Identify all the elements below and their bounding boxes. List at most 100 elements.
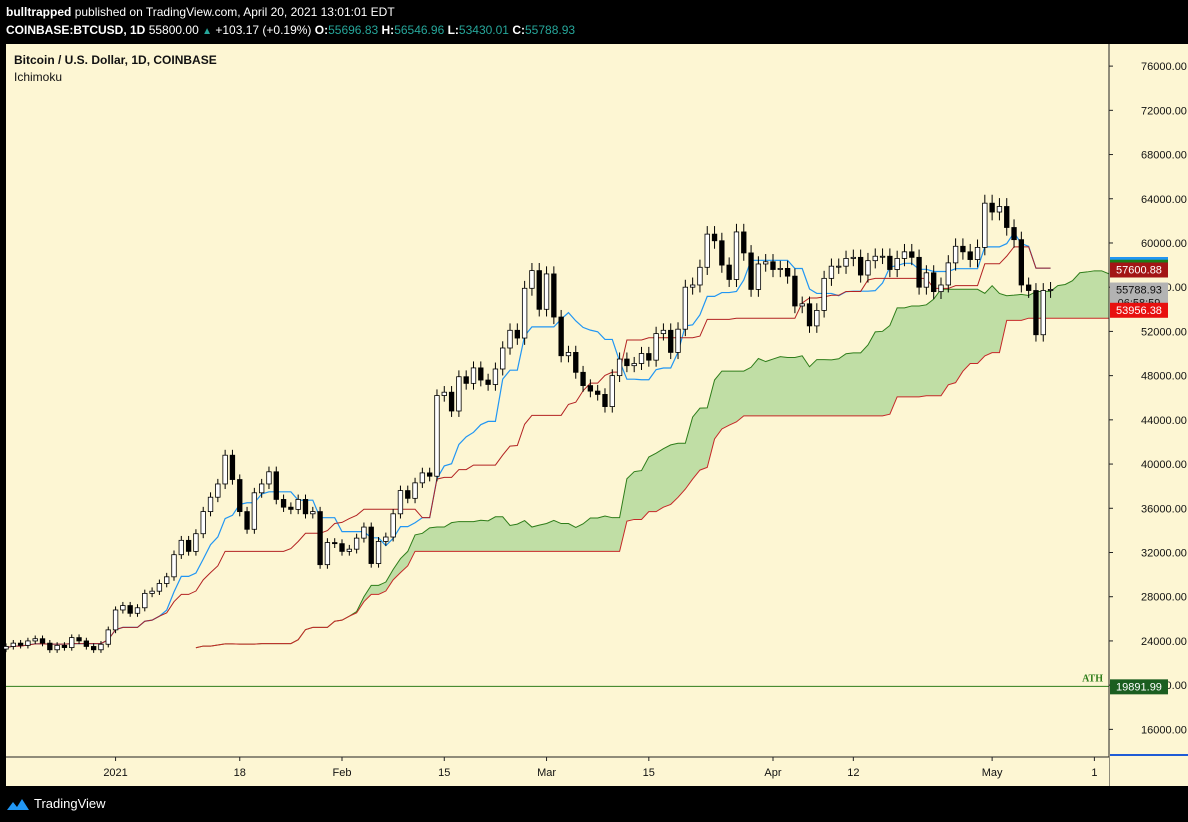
candle	[427, 467, 433, 482]
candle	[843, 250, 849, 274]
candle	[397, 485, 404, 519]
symbol-quote: COINBASE:BTCUSD, 1D 55800.00 ▲ +103.17 (…	[6, 23, 575, 37]
tradingview-logo-icon[interactable]	[6, 796, 30, 812]
candle	[675, 322, 681, 360]
candle-body	[857, 256, 864, 276]
candle-body	[638, 353, 645, 364]
candle-body	[324, 542, 331, 566]
candle-body	[741, 231, 747, 254]
publish-header: bulltrapped published on TradingView.com…	[0, 0, 1188, 44]
candle	[865, 252, 871, 283]
candle-body	[879, 255, 886, 258]
price-chart[interactable]: ATH 16000.0020000.0024000.0028000.003200…	[0, 44, 1188, 786]
candle-body	[872, 255, 878, 262]
candle	[646, 346, 652, 367]
candle	[47, 639, 53, 653]
ath-price-tag: 19891.99	[1110, 679, 1168, 695]
candle	[616, 352, 623, 382]
candle-body	[543, 273, 550, 310]
cloud-fill	[195, 255, 1188, 648]
last-price-label: 55788.93	[1116, 285, 1162, 297]
candle-body	[361, 526, 367, 539]
x-tick-label: Feb	[333, 767, 352, 779]
y-tick-label: 32000.00	[1141, 547, 1187, 559]
author-name[interactable]: bulltrapped	[6, 5, 72, 19]
candle	[90, 643, 97, 653]
candle-body	[215, 483, 221, 498]
candle-body	[828, 265, 835, 279]
candle	[1040, 283, 1046, 342]
candle	[521, 280, 528, 345]
candle-body	[529, 270, 535, 289]
candle	[529, 262, 535, 296]
candle-body	[587, 385, 594, 392]
price-axis-panel[interactable]	[1109, 44, 1188, 786]
conversion-line	[5, 231, 1051, 649]
candle-body	[887, 255, 893, 270]
publish-info: bulltrapped published on TradingView.com…	[6, 5, 395, 19]
candle	[419, 467, 426, 488]
candle-body	[1011, 227, 1017, 241]
candle-body	[1018, 239, 1025, 286]
candle-body	[127, 605, 133, 614]
candle	[478, 361, 484, 387]
candle-body	[339, 543, 345, 552]
candle	[273, 466, 279, 505]
candle-body	[521, 287, 528, 339]
candle-body	[1040, 290, 1046, 336]
candle-body	[719, 240, 725, 266]
candle-body	[463, 376, 469, 384]
candle	[799, 296, 805, 314]
candle	[339, 539, 345, 556]
candle-body	[573, 352, 579, 373]
plot-background	[6, 44, 1109, 757]
price-tag-2: 57600.88	[1110, 262, 1168, 278]
y-tick-label: 52000.00	[1141, 326, 1187, 338]
candle-body	[273, 471, 279, 500]
time-axis-panel[interactable]	[6, 757, 1109, 786]
candle-body	[54, 644, 60, 651]
candle-body	[595, 390, 601, 395]
candle-body	[302, 499, 309, 515]
y-tick-label: 44000.00	[1141, 415, 1187, 427]
candle-body	[120, 605, 126, 611]
candle	[551, 266, 557, 325]
candle-body	[1004, 206, 1010, 228]
candle-body	[931, 272, 937, 293]
candle	[514, 323, 520, 345]
candle	[609, 369, 615, 413]
candle	[295, 494, 301, 515]
candle	[156, 579, 163, 595]
candle-body	[405, 490, 411, 499]
price-tag-4: 53956.38	[1110, 302, 1168, 318]
candle-body	[237, 479, 243, 512]
leading-span-a-line	[195, 254, 1188, 649]
candle	[660, 323, 667, 341]
candle-body	[353, 537, 360, 550]
candle-body	[288, 506, 294, 510]
y-tick-label: 76000.00	[1141, 61, 1187, 73]
candle-body	[799, 303, 805, 307]
candle	[412, 477, 418, 504]
candle-body	[733, 231, 740, 280]
high-value: 56546.96	[394, 23, 445, 37]
candle	[441, 386, 447, 402]
candle	[872, 248, 878, 269]
candle-body	[10, 642, 16, 647]
candle-body	[982, 202, 988, 248]
legend-indicator[interactable]: Ichimoku	[14, 70, 62, 84]
candle-body	[32, 638, 38, 642]
price-tag-4-box	[1110, 302, 1168, 318]
candle	[324, 538, 331, 569]
candle-body	[251, 492, 258, 530]
candle-body	[536, 270, 542, 310]
candle-body	[383, 536, 389, 542]
candle	[909, 243, 915, 266]
candle	[668, 323, 674, 360]
candle	[288, 502, 294, 515]
candle-body	[207, 496, 214, 512]
candle-body	[244, 511, 250, 530]
y-tick-label: 24000.00	[1141, 636, 1187, 648]
brand-name[interactable]: TradingView	[34, 796, 106, 811]
candle	[207, 492, 214, 517]
